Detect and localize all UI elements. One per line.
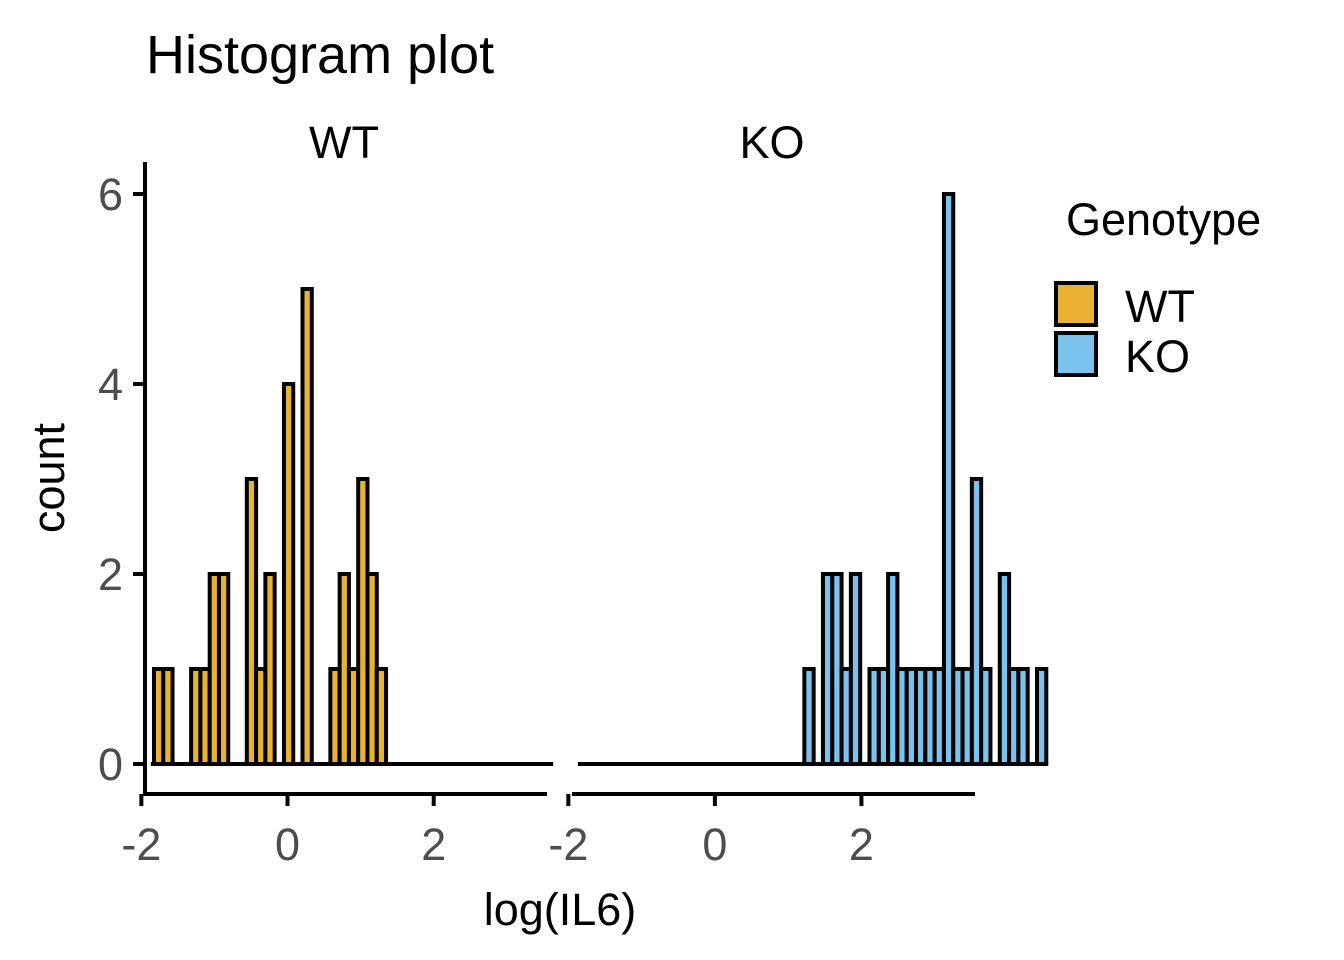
y-tick-label: 4 <box>98 359 123 410</box>
legend-key-ko <box>1054 331 1098 377</box>
facet-panel-wt <box>150 287 554 766</box>
y-tick-label: 6 <box>98 169 123 220</box>
facet-strip-wt: WT <box>309 117 379 168</box>
histogram-bar <box>244 477 259 766</box>
x-tick-label: 0 <box>275 819 300 870</box>
histogram-bar <box>1016 667 1030 766</box>
legend-label-wt: WT <box>1125 281 1195 332</box>
legend-key-wt <box>1054 281 1098 327</box>
x-tick-label: 2 <box>421 819 446 870</box>
histogram-bar <box>941 192 956 766</box>
histogram-bar <box>300 287 314 766</box>
y-tick-label: 2 <box>98 549 123 600</box>
chart-title: Histogram plot <box>146 25 494 85</box>
histogram-bar <box>802 667 816 766</box>
histogram-bar <box>374 667 389 766</box>
x-axis-title: log(IL6) <box>484 884 637 935</box>
histogram-bar <box>969 477 984 766</box>
x-tick-label: 2 <box>849 819 874 870</box>
histogram-bar <box>1034 667 1049 766</box>
histogram-bar <box>263 572 277 766</box>
y-axis: 0 2 4 6 <box>98 162 147 796</box>
x-tick-label: -2 <box>121 819 161 870</box>
x-tick-label: 0 <box>702 819 727 870</box>
legend-title: Genotype <box>1066 194 1261 245</box>
histogram-bar <box>979 667 993 766</box>
facet-panel-ko <box>577 192 1049 766</box>
histogram-bar <box>848 572 863 766</box>
x-tick-label: -2 <box>548 819 588 870</box>
legend: Genotype WT KO <box>1054 194 1261 382</box>
facet-strip-ko: KO <box>739 117 804 168</box>
histogram-bar <box>281 382 296 766</box>
y-tick-label: 0 <box>98 739 123 790</box>
x-axis-ko: -2 0 2 <box>548 792 975 870</box>
legend-label-ko: KO <box>1125 331 1190 382</box>
histogram-bar <box>161 667 175 766</box>
y-axis-title: count <box>23 422 74 533</box>
x-axis-wt: -2 0 2 <box>121 792 547 870</box>
histogram-bar <box>216 572 231 766</box>
